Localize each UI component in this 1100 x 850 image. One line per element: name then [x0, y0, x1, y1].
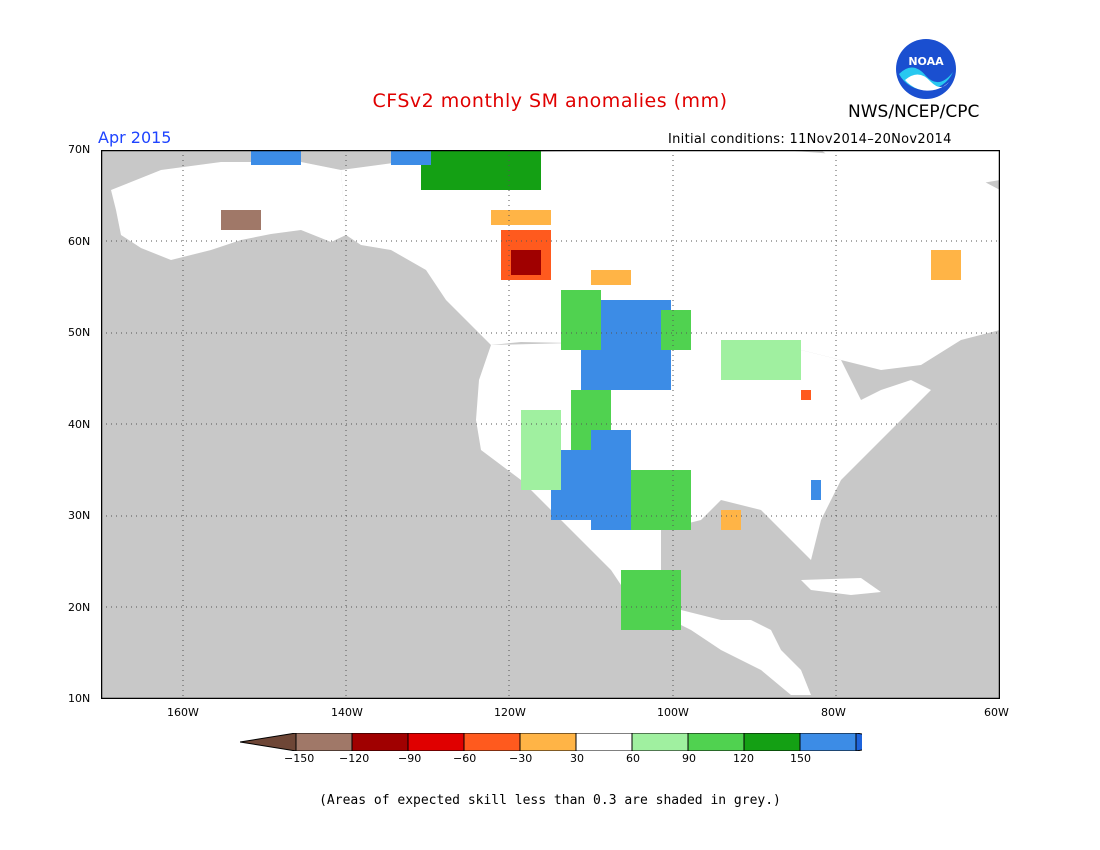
colorbar-label: 120 — [733, 752, 754, 765]
lat-label: 50N — [68, 326, 91, 339]
colorbar-segment — [463, 732, 521, 752]
patch — [621, 570, 681, 630]
colorbar-segment — [631, 732, 689, 752]
patch — [721, 340, 801, 380]
map-svg — [100, 149, 1001, 700]
colorbar-segment — [799, 732, 857, 752]
colorbar-label: 60 — [626, 752, 640, 765]
colorbar-svg — [239, 732, 913, 752]
colorbar-segment — [295, 732, 353, 752]
lat-label: 40N — [68, 418, 91, 431]
patch — [631, 470, 691, 530]
colorbar-segment — [519, 732, 577, 752]
patch — [561, 290, 601, 350]
patch — [591, 270, 631, 285]
patch — [491, 210, 551, 225]
colorbar-label: 150 — [790, 752, 811, 765]
colorbar-segment — [575, 732, 633, 752]
land-mexico — [521, 480, 811, 695]
lat-label: 10N — [68, 692, 91, 705]
patch — [801, 390, 811, 400]
map-title: CFSv2 monthly SM anomalies (mm) — [372, 90, 728, 112]
lat-label: 70N — [68, 143, 91, 156]
patch — [591, 430, 631, 530]
patch — [511, 250, 541, 275]
colorbar-label: 90 — [682, 752, 696, 765]
colorbar-label: −30 — [509, 752, 533, 765]
lon-label: 120W — [494, 706, 526, 719]
lon-label: 60W — [984, 706, 1009, 719]
colorbar-segment — [239, 732, 297, 752]
skill-note: (Areas of expected skill less than 0.3 a… — [319, 793, 781, 808]
soil-moisture-map — [100, 149, 1001, 700]
colorbar-label: −120 — [339, 752, 370, 765]
patch — [221, 210, 261, 230]
colorbar-segment — [687, 732, 745, 752]
patch — [391, 150, 431, 165]
lon-label: 80W — [821, 706, 846, 719]
lat-label: 60N — [68, 235, 91, 248]
patch — [811, 480, 821, 500]
lon-label: 100W — [657, 706, 689, 719]
land-greenland — [821, 150, 1000, 190]
land-cuba — [801, 578, 881, 595]
noaa-logo: NOAA — [895, 38, 957, 100]
colorbar-label: 30 — [570, 752, 584, 765]
patch — [421, 150, 541, 190]
lon-label: 160W — [167, 706, 199, 719]
patch — [661, 310, 691, 350]
noaa-logo-text: NOAA — [908, 55, 944, 68]
lat-label: 20N — [68, 601, 91, 614]
patch — [931, 250, 961, 280]
colorbar-label: −150 — [284, 752, 315, 765]
colorbar-segment — [743, 732, 801, 752]
land-canada — [341, 150, 1000, 370]
lat-label: 30N — [68, 509, 91, 522]
patch — [251, 150, 301, 165]
forecast-month: Apr 2015 — [98, 128, 172, 147]
patch — [251, 300, 271, 320]
anomaly-patches — [221, 150, 961, 630]
lon-label: 140W — [331, 706, 363, 719]
colorbar-segment — [855, 732, 913, 752]
patch — [521, 410, 561, 490]
colorbar-segment — [407, 732, 465, 752]
map-frame — [100, 149, 1001, 700]
patch — [721, 510, 741, 530]
colorbar-label: −90 — [398, 752, 422, 765]
colorbar-segment — [351, 732, 409, 752]
colorbar-label: −60 — [453, 752, 477, 765]
agency-label: NWS/NCEP/CPC — [848, 102, 980, 122]
colorbar — [239, 732, 913, 752]
initial-conditions: Initial conditions: 11Nov2014–20Nov2014 — [668, 132, 952, 147]
